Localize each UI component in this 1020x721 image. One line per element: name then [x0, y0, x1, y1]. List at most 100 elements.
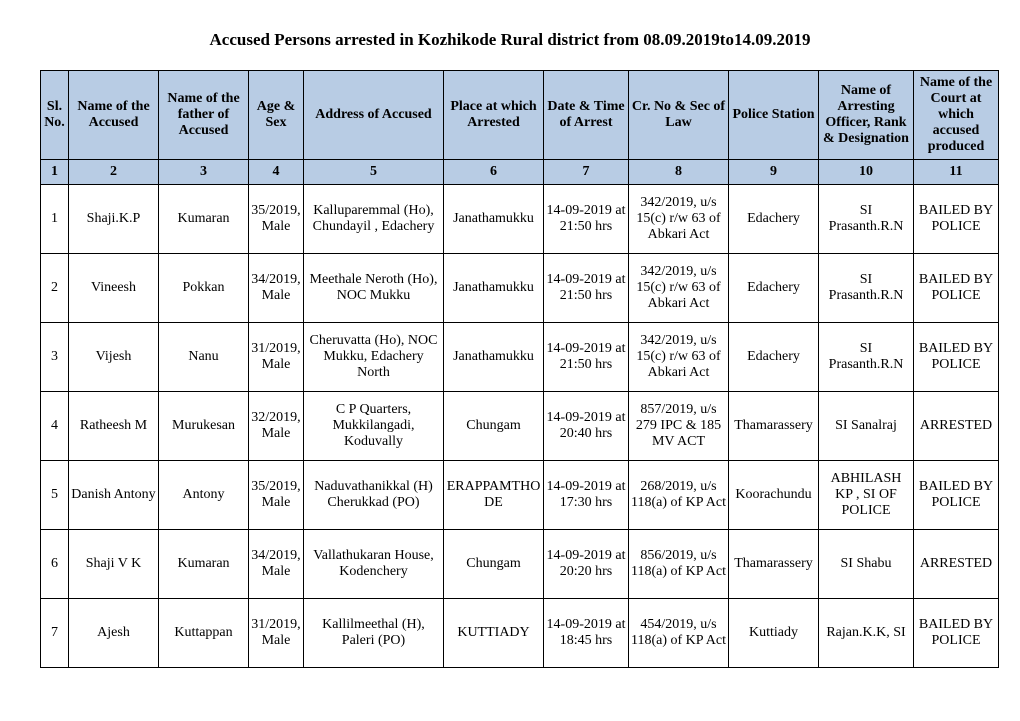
cell-place: Janathamukku — [444, 185, 544, 254]
cell-address: Meethale Neroth (Ho), NOC Mukku — [304, 254, 444, 323]
cell-sl: 6 — [41, 530, 69, 599]
cell-court: BAILED BY POLICE — [914, 599, 999, 668]
cell-crno: 342/2019, u/s 15(c) r/w 63 of Abkari Act — [629, 185, 729, 254]
cell-court: BAILED BY POLICE — [914, 185, 999, 254]
cell-officer: ABHILASH KP , SI OF POLICE — [819, 461, 914, 530]
cell-datetime: 14-09-2019 at 21:50 hrs — [544, 185, 629, 254]
cell-officer: SI Sanalraj — [819, 392, 914, 461]
colnum: 5 — [304, 160, 444, 185]
cell-age: 31/2019, Male — [249, 599, 304, 668]
cell-name: Vineesh — [69, 254, 159, 323]
colnum: 10 — [819, 160, 914, 185]
cell-name: Ratheesh M — [69, 392, 159, 461]
table-row: 6Shaji V KKumaran34/2019, MaleVallathuka… — [41, 530, 999, 599]
arrest-table: Sl. No. Name of the Accused Name of the … — [40, 70, 999, 668]
colnum: 3 — [159, 160, 249, 185]
cell-court: ARRESTED — [914, 392, 999, 461]
cell-father: Antony — [159, 461, 249, 530]
cell-officer: SI Shabu — [819, 530, 914, 599]
colnum: 4 — [249, 160, 304, 185]
header-place: Place at which Arrested — [444, 71, 544, 160]
cell-age: 34/2019, Male — [249, 530, 304, 599]
cell-address: Vallathukaran House, Kodenchery — [304, 530, 444, 599]
cell-age: 35/2019, Male — [249, 185, 304, 254]
cell-name: Ajesh — [69, 599, 159, 668]
table-row: 4Ratheesh MMurukesan32/2019, MaleC P Qua… — [41, 392, 999, 461]
cell-father: Kumaran — [159, 185, 249, 254]
cell-father: Nanu — [159, 323, 249, 392]
column-number-row: 1 2 3 4 5 6 7 8 9 10 11 — [41, 160, 999, 185]
cell-sl: 3 — [41, 323, 69, 392]
header-officer: Name of Arresting Officer, Rank & Design… — [819, 71, 914, 160]
cell-age: 34/2019, Male — [249, 254, 304, 323]
cell-address: Naduvathanikkal (H) Cherukkad (PO) — [304, 461, 444, 530]
cell-crno: 342/2019, u/s 15(c) r/w 63 of Abkari Act — [629, 323, 729, 392]
cell-age: 31/2019, Male — [249, 323, 304, 392]
cell-sl: 2 — [41, 254, 69, 323]
colnum: 2 — [69, 160, 159, 185]
cell-name: Shaji.K.P — [69, 185, 159, 254]
header-crno: Cr. No & Sec of Law — [629, 71, 729, 160]
cell-datetime: 14-09-2019 at 21:50 hrs — [544, 254, 629, 323]
cell-court: ARRESTED — [914, 530, 999, 599]
colnum: 7 — [544, 160, 629, 185]
cell-datetime: 14-09-2019 at 18:45 hrs — [544, 599, 629, 668]
cell-station: Edachery — [729, 254, 819, 323]
cell-crno: 268/2019, u/s 118(a) of KP Act — [629, 461, 729, 530]
colnum: 11 — [914, 160, 999, 185]
table-body: 1Shaji.K.PKumaran35/2019, MaleKalluparem… — [41, 185, 999, 668]
cell-sl: 1 — [41, 185, 69, 254]
cell-officer: Rajan.K.K, SI — [819, 599, 914, 668]
header-court: Name of the Court at which accused produ… — [914, 71, 999, 160]
cell-crno: 856/2019, u/s 118(a) of KP Act — [629, 530, 729, 599]
cell-name: Vijesh — [69, 323, 159, 392]
cell-place: Chungam — [444, 530, 544, 599]
table-row: 2VineeshPokkan34/2019, MaleMeethale Nero… — [41, 254, 999, 323]
cell-place: ERAPPAMTHODE — [444, 461, 544, 530]
header-address: Address of Accused — [304, 71, 444, 160]
cell-age: 35/2019, Male — [249, 461, 304, 530]
cell-court: BAILED BY POLICE — [914, 254, 999, 323]
cell-officer: SI Prasanth.R.N — [819, 254, 914, 323]
cell-father: Kumaran — [159, 530, 249, 599]
cell-datetime: 14-09-2019 at 21:50 hrs — [544, 323, 629, 392]
cell-datetime: 14-09-2019 at 20:20 hrs — [544, 530, 629, 599]
cell-age: 32/2019, Male — [249, 392, 304, 461]
cell-crno: 342/2019, u/s 15(c) r/w 63 of Abkari Act — [629, 254, 729, 323]
colnum: 8 — [629, 160, 729, 185]
colnum: 9 — [729, 160, 819, 185]
cell-address: Kalluparemmal (Ho), Chundayil , Edachery — [304, 185, 444, 254]
cell-station: Edachery — [729, 323, 819, 392]
cell-name: Danish Antony — [69, 461, 159, 530]
cell-station: Edachery — [729, 185, 819, 254]
header-station: Police Station — [729, 71, 819, 160]
cell-father: Murukesan — [159, 392, 249, 461]
cell-father: Pokkan — [159, 254, 249, 323]
header-sl: Sl. No. — [41, 71, 69, 160]
cell-court: BAILED BY POLICE — [914, 461, 999, 530]
cell-place: Janathamukku — [444, 254, 544, 323]
cell-name: Shaji V K — [69, 530, 159, 599]
colnum: 1 — [41, 160, 69, 185]
cell-address: C P Quarters, Mukkilangadi, Koduvally — [304, 392, 444, 461]
colnum: 6 — [444, 160, 544, 185]
cell-crno: 454/2019, u/s 118(a) of KP Act — [629, 599, 729, 668]
cell-datetime: 14-09-2019 at 17:30 hrs — [544, 461, 629, 530]
cell-sl: 7 — [41, 599, 69, 668]
header-age: Age & Sex — [249, 71, 304, 160]
cell-place: KUTTIADY — [444, 599, 544, 668]
cell-crno: 857/2019, u/s 279 IPC & 185 MV ACT — [629, 392, 729, 461]
header-datetime: Date & Time of Arrest — [544, 71, 629, 160]
cell-datetime: 14-09-2019 at 20:40 hrs — [544, 392, 629, 461]
header-row: Sl. No. Name of the Accused Name of the … — [41, 71, 999, 160]
cell-court: BAILED BY POLICE — [914, 323, 999, 392]
page-title: Accused Persons arrested in Kozhikode Ru… — [40, 30, 980, 50]
cell-officer: SI Prasanth.R.N — [819, 323, 914, 392]
cell-officer: SI Prasanth.R.N — [819, 185, 914, 254]
cell-address: Kallilmeethal (H), Paleri (PO) — [304, 599, 444, 668]
table-row: 7AjeshKuttappan31/2019, MaleKallilmeetha… — [41, 599, 999, 668]
cell-father: Kuttappan — [159, 599, 249, 668]
cell-station: Koorachundu — [729, 461, 819, 530]
table-row: 5Danish AntonyAntony35/2019, MaleNaduvat… — [41, 461, 999, 530]
cell-place: Chungam — [444, 392, 544, 461]
